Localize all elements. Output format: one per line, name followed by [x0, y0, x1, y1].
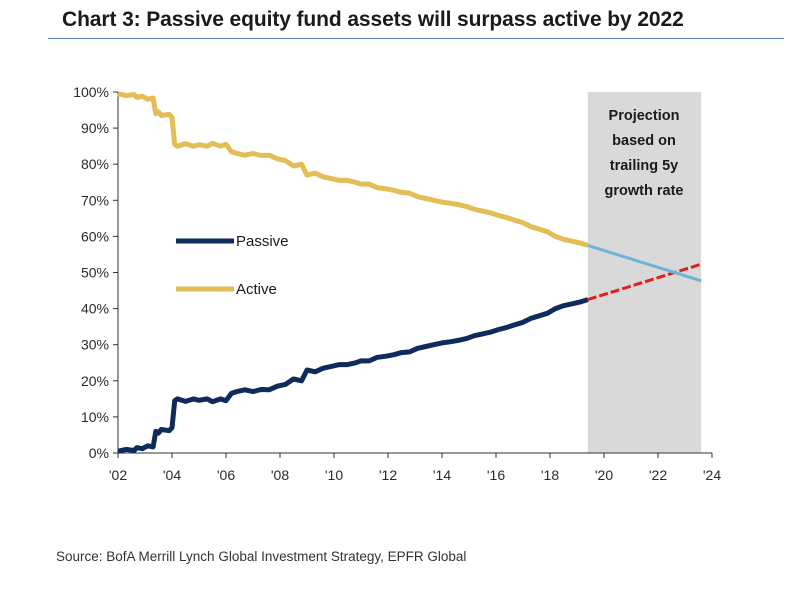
y-tick-label: 0%: [89, 445, 109, 461]
x-tick-label: '10: [325, 467, 343, 483]
legend: Passive Active: [176, 233, 289, 298]
x-tick-label: '20: [595, 467, 613, 483]
series-line-active-projection: [587, 243, 702, 283]
x-tick-label: '08: [271, 467, 289, 483]
title-rule: [48, 38, 784, 39]
y-tick-label: 10%: [81, 409, 109, 425]
x-tick-label: '24: [703, 467, 721, 483]
y-axis-ticks: 0% 10% 20% 30% 40% 50% 60% 70% 80% 90% 100%: [73, 84, 118, 461]
source-note: Source: BofA Merrill Lynch Global Invest…: [56, 549, 467, 564]
series-line-active: [117, 91, 589, 248]
legend-label-active: Active: [236, 281, 277, 298]
projection-band: [587, 92, 702, 453]
x-tick-label: '22: [649, 467, 667, 483]
y-tick-label: 100%: [73, 84, 109, 100]
x-tick-label: '18: [541, 467, 559, 483]
x-tick-label: '06: [217, 467, 235, 483]
chart-title: Chart 3: Passive equity fund assets will…: [62, 8, 684, 31]
y-tick-label: 60%: [81, 228, 109, 244]
x-tick-label: '02: [109, 467, 127, 483]
x-tick-label: '16: [487, 467, 505, 483]
x-tick-label: '12: [379, 467, 397, 483]
series-line-passive-projection: [587, 262, 702, 302]
series-layer: [117, 91, 702, 454]
y-tick-label: 90%: [81, 120, 109, 136]
x-tick-label: '04: [163, 467, 181, 483]
legend-label-passive: Passive: [236, 233, 289, 250]
y-tick-label: 70%: [81, 192, 109, 208]
y-tick-label: 50%: [81, 265, 109, 281]
projection-note-line-4: growth rate: [605, 183, 684, 199]
projection-note-line-3: trailing 5y: [610, 158, 679, 174]
series-line-passive: [117, 297, 589, 454]
x-axis-ticks: '02 '04 '06 '08 '10 '12 '14 '16 '18 '20 '22 '24: [109, 453, 721, 483]
y-tick-label: 30%: [81, 337, 109, 353]
y-tick-label: 20%: [81, 373, 109, 389]
y-tick-label: 80%: [81, 156, 109, 172]
x-tick-label: '14: [433, 467, 451, 483]
y-tick-label: 40%: [81, 301, 109, 317]
projection-note-line-2: based on: [612, 133, 676, 149]
projection-note-line-1: Projection: [609, 108, 680, 124]
